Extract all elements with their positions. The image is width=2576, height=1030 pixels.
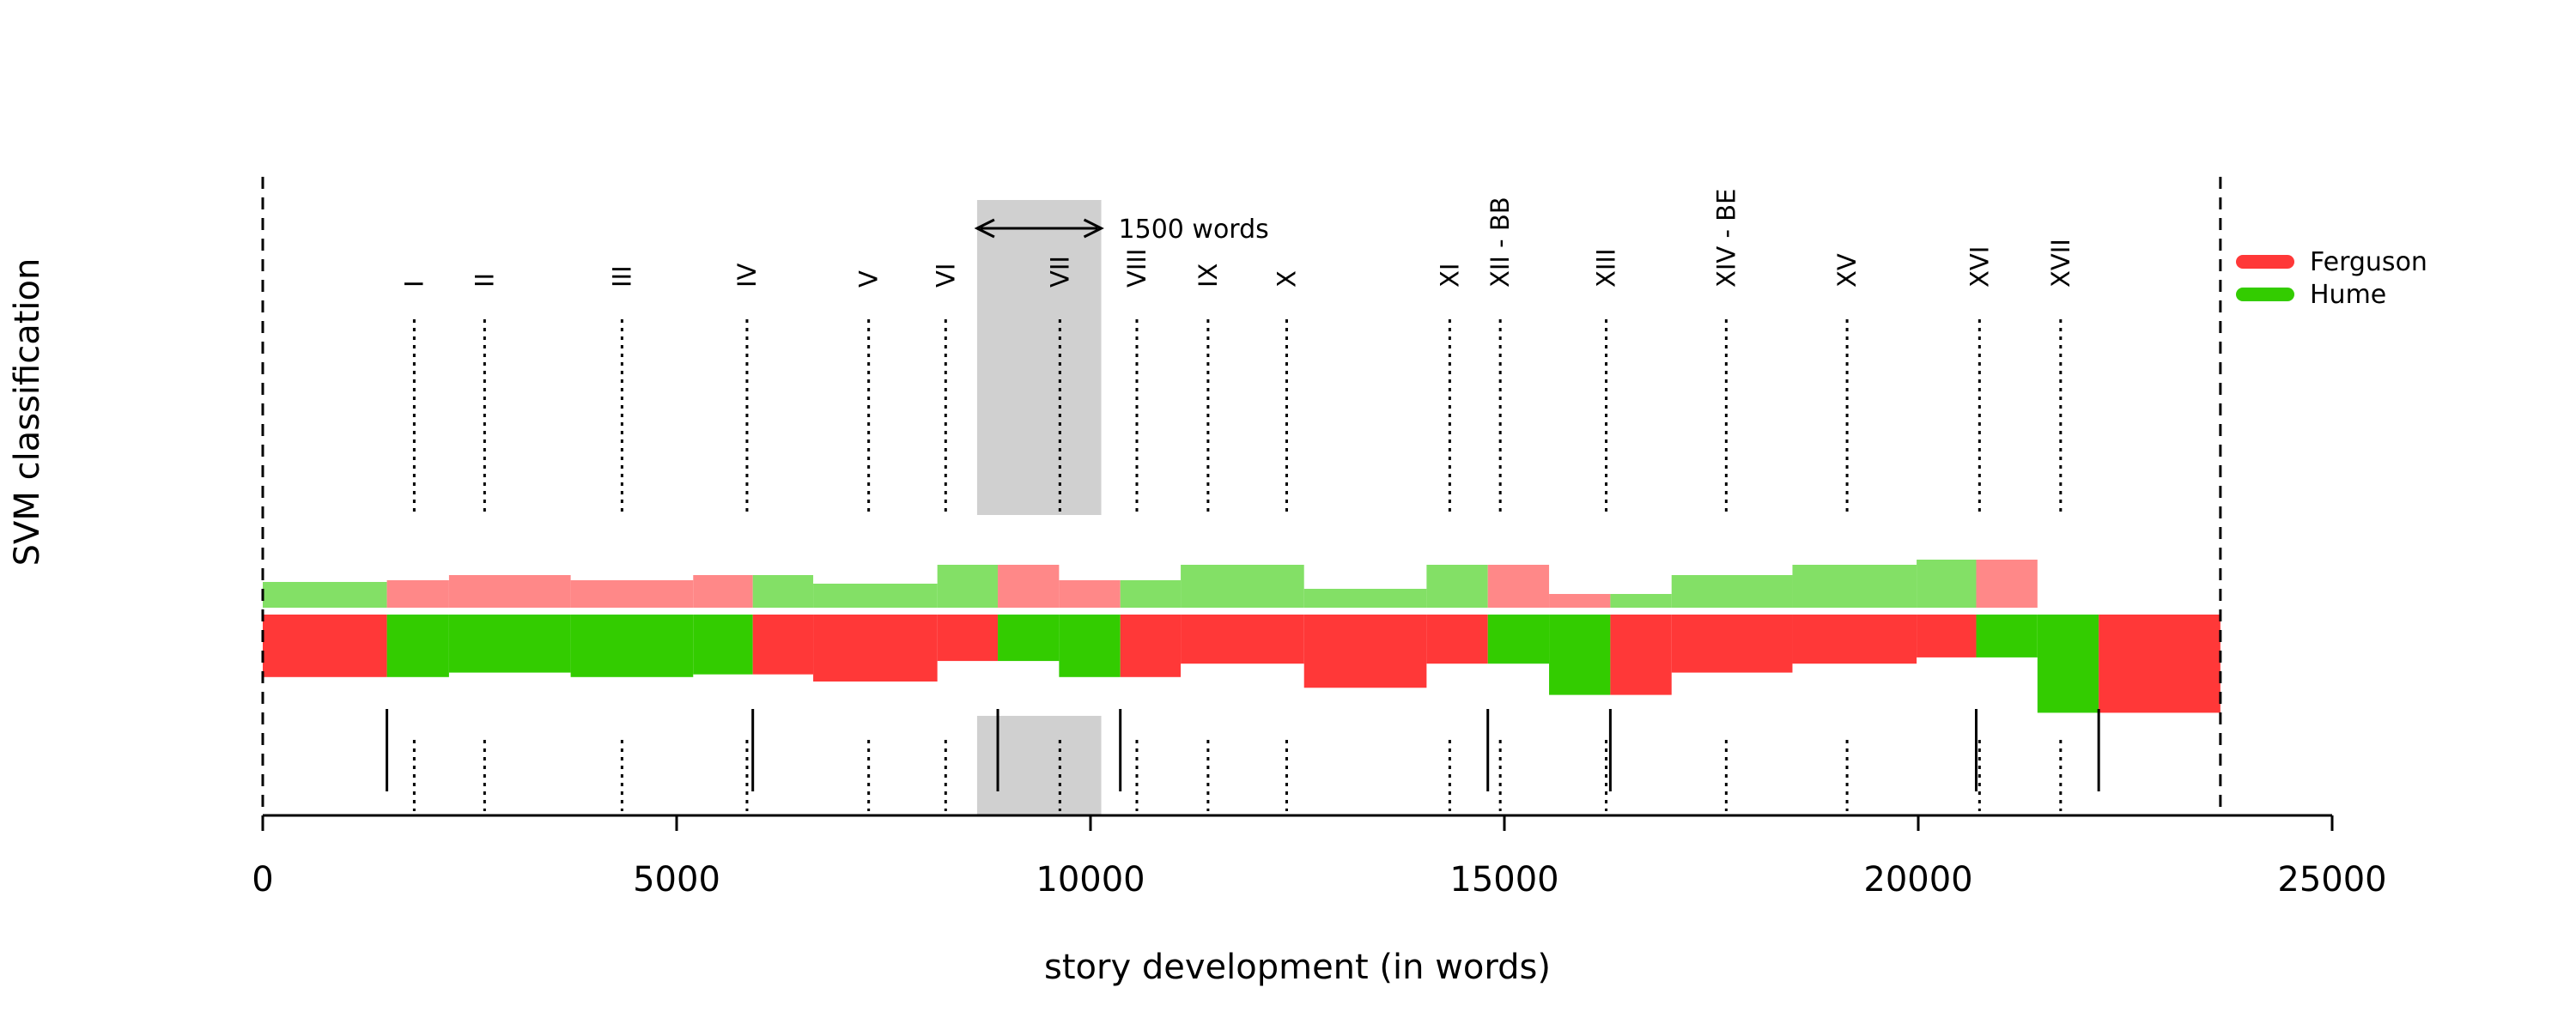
upper-window-bars — [263, 560, 2038, 608]
chapter-label-16: XVII — [2046, 239, 2075, 288]
lower-bar-12 — [1303, 615, 1427, 688]
upper-bar-16 — [1610, 594, 1672, 608]
y-axis-label: SVM classification — [8, 258, 47, 566]
lower-classification-bars — [263, 615, 2221, 713]
chapter-label-0: I — [399, 280, 428, 288]
lower-bar-21 — [2037, 615, 2099, 713]
lower-bar-6 — [813, 615, 938, 682]
upper-bar-15 — [1549, 594, 1611, 608]
lower-bar-18 — [1792, 615, 1917, 664]
chapter-label-3: IV — [732, 263, 762, 288]
x-tick-label-3: 15000 — [1449, 860, 1558, 900]
window-shade-group — [976, 200, 1102, 815]
x-tick-label-2: 10000 — [1036, 860, 1145, 900]
lower-bar-2 — [448, 615, 571, 673]
chapter-markers: I II III IV V VI VII VIII IX X XI XII - BB XIII XIV -… — [399, 189, 2075, 811]
upper-bar-14 — [1487, 565, 1550, 608]
chapter-label-10: XI — [1435, 264, 1464, 288]
upper-bar-19 — [1917, 560, 1977, 608]
lower-bar-14 — [1487, 615, 1550, 664]
upper-bar-0 — [263, 582, 387, 608]
lower-bar-5 — [752, 615, 814, 675]
x-axis: 0 5000 10000 15000 20000 25000 — [252, 814, 2387, 900]
annotation-arrow-left-head — [974, 218, 995, 239]
chapter-label-12: XIII — [1592, 248, 1621, 288]
lower-bar-19 — [1917, 615, 1977, 657]
chapter-label-4: V — [854, 270, 884, 288]
lower-bar-1 — [386, 615, 449, 677]
lower-bar-4 — [693, 615, 753, 675]
upper-bar-17 — [1671, 575, 1793, 608]
chapter-label-14: XV — [1832, 253, 1862, 288]
lower-bar-7 — [937, 615, 999, 662]
legend-label-hume: Hume — [2310, 280, 2386, 310]
upper-bar-5 — [752, 575, 814, 608]
lower-bar-13 — [1426, 615, 1488, 664]
chapter-label-7: VIII — [1122, 249, 1151, 288]
x-tick-label-0: 0 — [252, 860, 273, 900]
upper-bar-18 — [1792, 565, 1917, 608]
window-shade-lower — [976, 716, 1102, 815]
annotation-label: 1500 words — [1119, 215, 1269, 245]
lower-bar-10 — [1120, 615, 1182, 677]
x-tick-label-5: 25000 — [2277, 860, 2386, 900]
lower-bar-9 — [1059, 615, 1121, 677]
upper-bar-6 — [813, 584, 938, 608]
upper-bar-2 — [448, 575, 571, 608]
upper-bar-8 — [998, 565, 1060, 608]
upper-bar-11 — [1181, 565, 1304, 608]
upper-bar-1 — [386, 580, 449, 608]
text-boundary-lines — [261, 177, 2222, 815]
upper-bar-12 — [1303, 589, 1427, 608]
lower-bar-20 — [1976, 615, 2038, 657]
change-point-markers — [386, 709, 2100, 791]
upper-bar-13 — [1426, 565, 1488, 608]
upper-bar-20 — [1976, 560, 2038, 608]
lower-bar-8 — [998, 615, 1060, 662]
chapter-label-5: VI — [931, 264, 960, 288]
upper-bar-3 — [570, 580, 694, 608]
chapter-label-11: XII - BB — [1485, 197, 1515, 288]
upper-bar-7 — [937, 565, 999, 608]
lower-bar-17 — [1671, 615, 1793, 673]
window-annotation: 1500 words — [974, 215, 1269, 245]
annotation-arrow-right-head — [1083, 218, 1104, 239]
chapter-label-13: XIV - BE — [1711, 189, 1741, 288]
lower-bar-16 — [1610, 615, 1672, 695]
chapter-label-9: X — [1272, 270, 1301, 288]
chapter-label-2: III — [607, 265, 636, 288]
legend-label-ferguson: Ferguson — [2310, 247, 2427, 277]
x-tick-label-4: 20000 — [1863, 860, 1972, 900]
lower-bar-11 — [1181, 615, 1304, 664]
upper-bar-10 — [1120, 580, 1182, 608]
lower-bar-0 — [263, 615, 387, 677]
lower-bar-3 — [570, 615, 694, 677]
upper-bar-9 — [1059, 580, 1121, 608]
x-tick-label-1: 5000 — [633, 860, 720, 900]
lower-bar-15 — [1549, 615, 1611, 695]
window-shade-upper — [976, 200, 1102, 515]
chapter-label-15: XVI — [1965, 246, 1994, 288]
x-axis-label: story development (in words) — [1044, 948, 1551, 987]
chapter-label-6: VII — [1045, 256, 1074, 288]
chapter-label-8: IX — [1194, 264, 1223, 288]
lower-bar-22 — [2099, 615, 2221, 713]
chapter-label-1: II — [470, 273, 499, 288]
upper-bar-4 — [693, 575, 753, 608]
